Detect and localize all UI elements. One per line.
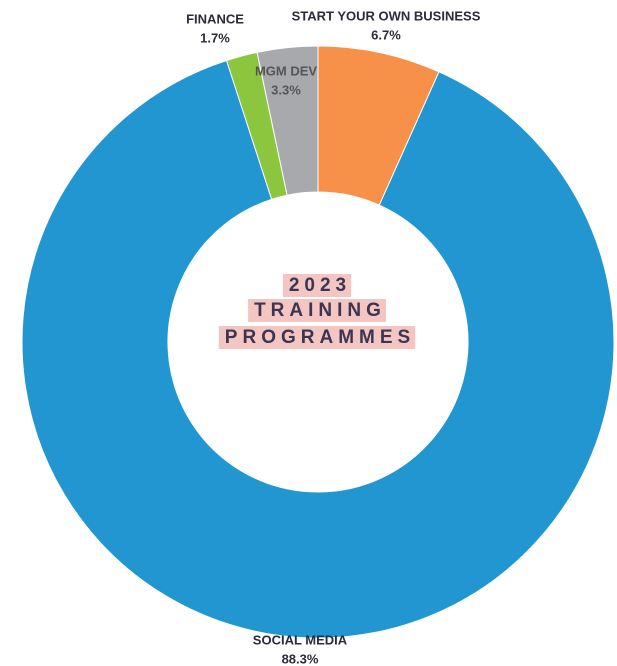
center-label-bg [282,274,352,298]
segment-value-label: 3.3% [271,82,301,97]
donut-segment [21,59,615,639]
center-label-bg [248,299,386,323]
center-label-bg [218,326,416,350]
center-label: PROGRAMMES [225,327,415,348]
segment-value-label: 6.7% [371,27,401,42]
center-label: 2023 [289,275,351,296]
segment-label: MGM DEV [255,63,317,78]
segment-label: START YOUR OWN BUSINESS [292,8,481,23]
segment-label: FINANCE [186,11,244,26]
donut-segment [256,45,319,196]
segment-value-label: 1.7% [200,30,230,45]
segment-value-label: 88.3% [282,651,319,666]
center-label: TRAINING [254,300,386,321]
segment-label: SOCIAL MEDIA [253,632,348,647]
